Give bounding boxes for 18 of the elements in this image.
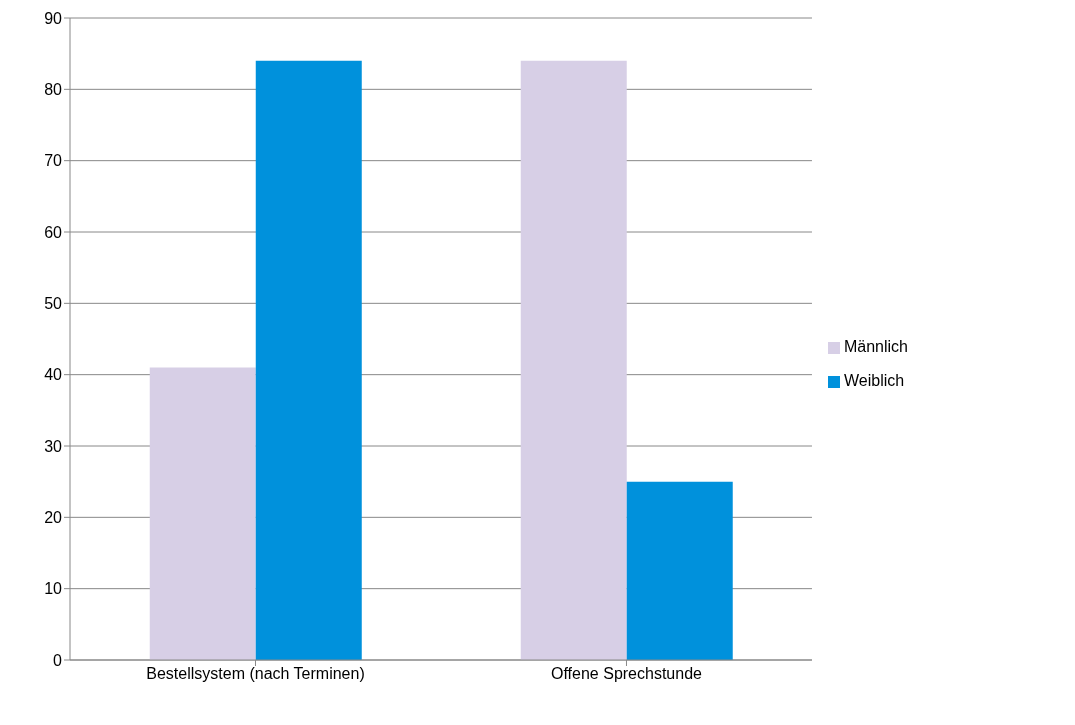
- x-tick-label: Bestellsystem (nach Terminen): [146, 665, 365, 683]
- y-tick-label: 30: [44, 437, 63, 455]
- legend-label: Männlich: [843, 338, 908, 355]
- bar: [255, 60, 362, 660]
- bar: [149, 367, 256, 660]
- y-tick-label: 10: [44, 580, 63, 598]
- x-tick-label: Offene Sprechstunde: [551, 665, 703, 683]
- y-tick-label: 20: [44, 509, 63, 527]
- y-tick-label: 80: [44, 81, 63, 99]
- y-tick-label: 0: [53, 651, 63, 669]
- y-tick-label: 60: [44, 223, 63, 241]
- bar: [626, 481, 733, 660]
- y-tick-label: 40: [44, 366, 63, 384]
- y-tick-label: 90: [44, 9, 63, 27]
- legend-label: Weiblich: [843, 372, 905, 389]
- y-tick-label: 70: [44, 152, 63, 170]
- y-tick-label: 50: [44, 295, 63, 313]
- bar: [520, 60, 627, 660]
